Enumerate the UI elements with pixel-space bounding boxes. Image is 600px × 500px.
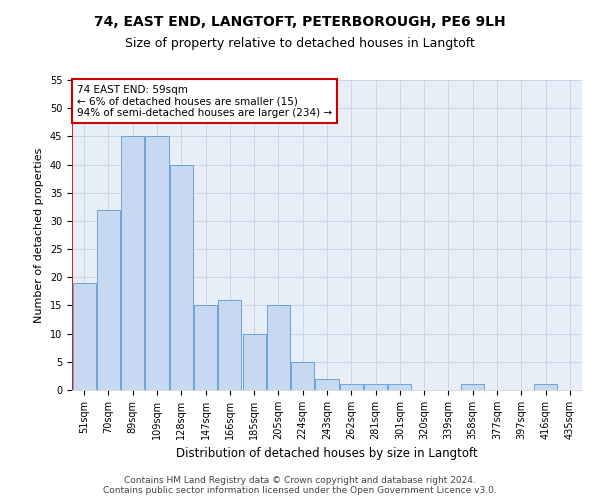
Bar <box>340 384 363 390</box>
Text: 74, EAST END, LANGTOFT, PETERBOROUGH, PE6 9LH: 74, EAST END, LANGTOFT, PETERBOROUGH, PE… <box>94 15 506 29</box>
Text: Contains public sector information licensed under the Open Government Licence v3: Contains public sector information licen… <box>103 486 497 495</box>
Bar <box>145 136 169 390</box>
Bar <box>170 164 193 390</box>
Bar <box>291 362 314 390</box>
Bar <box>242 334 266 390</box>
X-axis label: Distribution of detached houses by size in Langtoft: Distribution of detached houses by size … <box>176 448 478 460</box>
Bar <box>121 136 144 390</box>
Bar <box>534 384 557 390</box>
Bar <box>218 300 241 390</box>
Bar <box>461 384 484 390</box>
Text: Size of property relative to detached houses in Langtoft: Size of property relative to detached ho… <box>125 38 475 51</box>
Bar <box>73 283 95 390</box>
Bar <box>97 210 120 390</box>
Bar <box>316 378 338 390</box>
Bar <box>194 306 217 390</box>
Y-axis label: Number of detached properties: Number of detached properties <box>34 148 44 322</box>
Text: Contains HM Land Registry data © Crown copyright and database right 2024.: Contains HM Land Registry data © Crown c… <box>124 476 476 485</box>
Bar <box>267 306 290 390</box>
Text: 74 EAST END: 59sqm
← 6% of detached houses are smaller (15)
94% of semi-detached: 74 EAST END: 59sqm ← 6% of detached hous… <box>77 84 332 118</box>
Bar <box>388 384 412 390</box>
Bar <box>364 384 387 390</box>
